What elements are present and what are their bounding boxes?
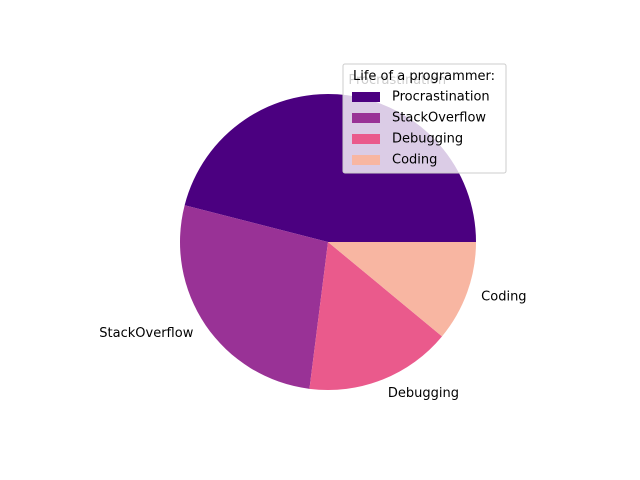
slice-label-stackoverflow: StackOverflow <box>99 326 193 341</box>
legend-label-debugging: Debugging <box>392 132 463 147</box>
pie-slice-debugging <box>309 242 443 390</box>
legend-label-procrastination: Procrastination <box>392 90 490 105</box>
legend-title: Life of a programmer: <box>353 69 495 84</box>
slice-label-debugging: Debugging <box>388 386 459 401</box>
legend-swatch-coding <box>352 155 380 165</box>
legend-swatch-debugging <box>352 134 380 144</box>
legend-label-coding: Coding <box>392 153 437 168</box>
legend-swatch-stackoverflow <box>352 113 380 123</box>
legend-label-stackoverflow: StackOverflow <box>392 111 486 126</box>
legend: Life of a programmer: Procrastination Sta… <box>342 63 507 174</box>
pie-slice-coding <box>328 242 476 337</box>
legend-items: Procrastination StackOverflow Debugging Cod… <box>352 90 490 168</box>
slice-label-coding: Coding <box>481 290 526 305</box>
pie-slice-stackoverflow <box>179 205 328 389</box>
legend-swatch-procrastination <box>352 92 380 102</box>
legend-frame <box>342 63 507 174</box>
